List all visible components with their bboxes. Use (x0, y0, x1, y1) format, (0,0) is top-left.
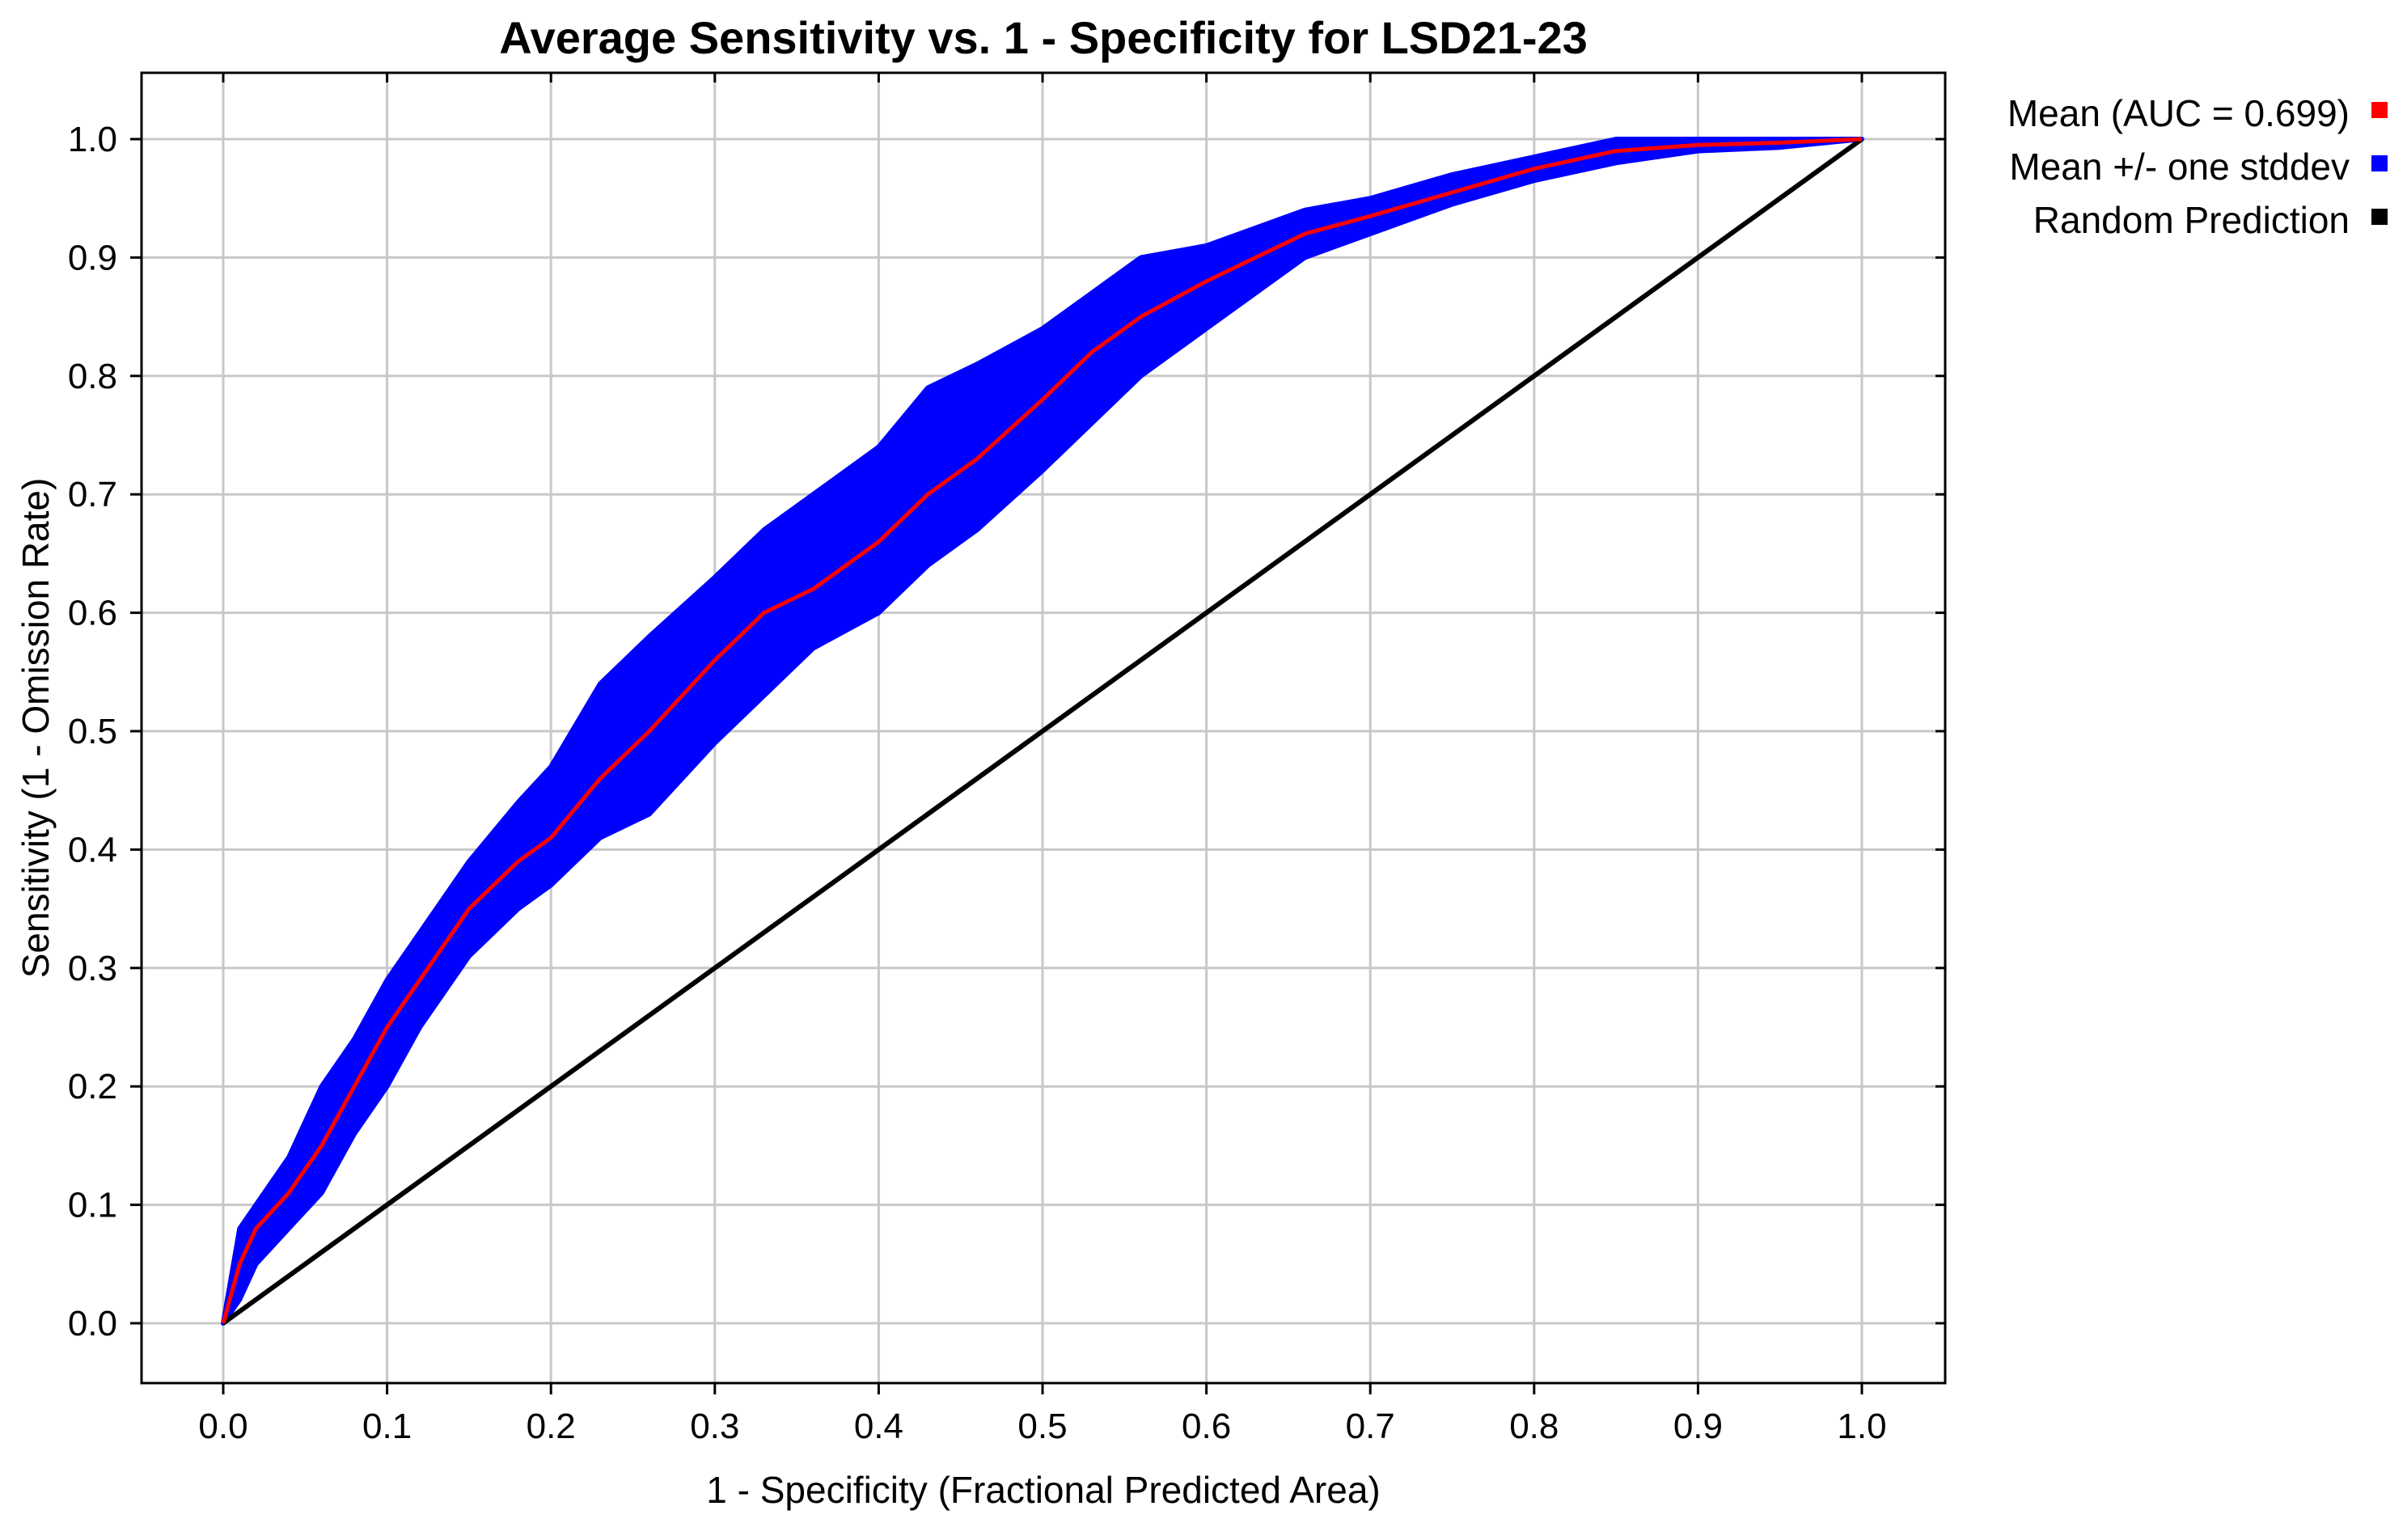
x-tick-label: 0.9 (1673, 1407, 1723, 1446)
mean-curve (221, 137, 1863, 1324)
x-tick-label: 0.3 (690, 1407, 739, 1446)
legend-swatch-mean (2371, 102, 2388, 118)
x-tick-label: 0.7 (1346, 1407, 1395, 1446)
x-tick-label: 0.0 (198, 1407, 247, 1446)
y-tick-label: 0.6 (68, 594, 117, 633)
y-tick-label: 0.1 (68, 1186, 117, 1225)
random-prediction-line (222, 137, 1863, 1326)
legend-label-band: Mean +/- one stddev (2009, 146, 2350, 188)
x-tick-label: 0.2 (527, 1407, 576, 1446)
y-tick-label: 0.5 (68, 712, 117, 751)
y-tick-label: 0.3 (68, 949, 117, 988)
mean-line-layer (221, 137, 1863, 1324)
y-tick-label: 0.9 (68, 238, 117, 277)
x-tick-label: 0.4 (854, 1407, 903, 1446)
legend-swatch-random (2371, 209, 2388, 225)
y-tick-label: 1.0 (68, 120, 117, 159)
y-tick-label: 0.7 (68, 475, 117, 514)
y-tick-label: 0.0 (68, 1304, 117, 1343)
grid-lines (142, 73, 1945, 1383)
x-axis-label: 1 - Specificity (Fractional Predicted Ar… (706, 1469, 1380, 1511)
x-tick-label: 0.5 (1017, 1407, 1067, 1446)
x-tick-label: 1.0 (1837, 1407, 1886, 1446)
chart-title: Average Sensitivity vs. 1 - Specificity … (499, 12, 1588, 63)
legend-label-random: Random Prediction (2033, 199, 2350, 241)
random-line-layer (222, 137, 1863, 1326)
x-tick-label: 0.6 (1182, 1407, 1231, 1446)
y-tick-label: 0.2 (68, 1067, 117, 1106)
y-axis-label: Sensitivity (1 - Omission Rate) (15, 478, 57, 979)
x-tick-label: 0.8 (1509, 1407, 1559, 1446)
legend-swatch-band (2371, 155, 2388, 171)
legend: Mean (AUC = 0.699) Mean +/- one stddev R… (2007, 92, 2388, 241)
x-tick-label: 0.1 (362, 1407, 412, 1446)
legend-label-mean: Mean (AUC = 0.699) (2007, 92, 2350, 134)
y-tick-label: 0.4 (68, 830, 117, 869)
y-tick-label: 0.8 (68, 357, 117, 396)
x-axis-ticks: 0.0 0.1 0.2 0.3 0.4 0.5 0.6 0.7 0.8 0.9 1.0 (198, 73, 1887, 1446)
y-axis-ticks: 0.0 0.1 0.2 0.3 0.4 0.5 0.6 0.7 0.8 0.9 1.0 (68, 120, 1945, 1343)
